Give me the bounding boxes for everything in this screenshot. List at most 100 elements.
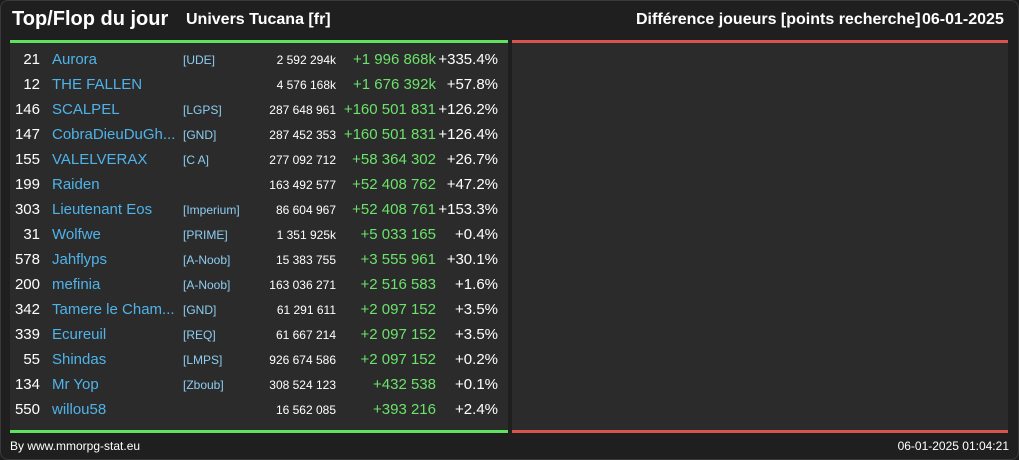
player-name-link[interactable]: Wolfwe [52,226,101,243]
alliance-tag[interactable]: [PRIME] [183,228,228,242]
points-difference: +52 408 761 [352,201,436,218]
player-rank: 12 [23,76,40,93]
alliance-tag[interactable]: [LGPS] [183,103,222,117]
alliance-tag[interactable]: [UDE] [183,53,216,67]
ranking-row: 342 Tamere le Cham... [GND] 61 291 611 +2 09… [10,298,508,323]
bottom-divider-green [10,430,508,433]
ranking-row: 550 willou58 16 562 085 +393 216 +2.4% [10,398,508,423]
points-difference: +5 033 165 [360,226,437,243]
ranking-row: 578 Jahflyps [A-Noob] 15 383 755 +3 555 961 +… [10,248,508,273]
page-title: Top/Flop du jour [12,8,169,30]
top-divider-green [10,40,508,43]
points-difference: +3 555 961 [360,251,437,268]
player-points: 287 452 353 [269,128,336,142]
points-difference: +2 097 152 [360,351,437,368]
percent-change: +0.2% [455,351,498,368]
player-rank: 550 [14,401,40,418]
alliance-tag[interactable]: [Imperium] [183,203,240,217]
ranking-row: 31 Wolfwe [PRIME] 1 351 925k +5 033 165 +0.4% [10,223,508,248]
points-difference: +1 676 392k [353,76,436,93]
player-rank: 147 [14,126,40,143]
player-points: 15 383 755 [275,253,336,267]
points-difference: +160 501 831 [343,101,436,118]
percent-change: +2.4% [455,401,498,418]
alliance-tag[interactable]: [C A] [183,153,210,167]
player-points: 163 492 577 [269,178,336,192]
universe-label: Univers Tucana [fr] [186,11,331,28]
percent-change: +3.5% [455,326,498,343]
player-name-link[interactable]: Raiden [52,176,100,193]
player-name-link[interactable]: Ecureuil [52,326,107,343]
points-difference: +2 516 583 [360,276,437,293]
points-difference: +58 364 302 [352,151,436,168]
alliance-tag[interactable]: [A-Noob] [183,253,231,267]
ranking-row: 146 SCALPEL [LGPS] 287 648 961 +160 501 831 +… [10,98,508,123]
player-rank: 31 [23,226,40,243]
percent-change: +153.3% [438,201,498,218]
percent-change: +3.5% [455,301,498,318]
alliance-tag[interactable]: [LMPS] [183,353,223,367]
player-name-link[interactable]: VALELVERAX [52,151,148,168]
alliance-tag[interactable]: [A-Noob] [183,278,231,292]
ranking-row: 199 Raiden 163 492 577 +52 408 762 +47.2% [10,173,508,198]
alliance-tag[interactable]: [GND] [183,128,217,142]
player-name-link[interactable]: Shindas [52,351,107,368]
player-rank: 303 [14,201,40,218]
player-rank: 155 [14,151,40,168]
player-name-link[interactable]: THE FALLEN [52,76,143,93]
date-label: 06-01-2025 [922,11,1004,28]
player-name-link[interactable]: SCALPEL [52,101,120,118]
player-rank: 199 [14,176,40,193]
player-points: 277 092 712 [269,153,336,167]
player-rank: 578 [14,251,40,268]
player-name-link[interactable]: mefinia [52,276,101,293]
player-name-link[interactable]: Tamere le Cham... [52,301,175,318]
player-name-link[interactable]: Mr Yop [52,376,99,393]
player-rank: 342 [14,301,40,318]
ranking-row: 21 Aurora [UDE] 2 592 294k +1 996 868k +335.4… [10,48,508,73]
points-difference: +52 408 762 [352,176,436,193]
player-points: 1 351 925k [276,228,336,242]
alliance-tag[interactable]: [REQ] [183,328,216,342]
points-difference: +160 501 831 [343,126,436,143]
generated-timestamp: 06-01-2025 01:04:21 [897,439,1009,453]
metric-label: Différence joueurs [points recherche] [636,11,921,28]
ranking-row: 339 Ecureuil [REQ] 61 667 214 +2 097 152 +3.5… [10,323,508,348]
ranking-row: 134 Mr Yop [Zboub] 308 524 123 +432 538 +0.1% [10,373,508,398]
alliance-tag[interactable]: [Zboub] [183,378,224,392]
player-name-link[interactable]: Lieutenant Eos [52,201,153,218]
ranking-row: 155 VALELVERAX [C A] 277 092 712 +58 364 302… [10,148,508,173]
alliance-tag[interactable]: [GND] [183,303,217,317]
ranking-row: 55 Shindas [LMPS] 926 674 586 +2 097 152 +0.2… [10,348,508,373]
player-name-link[interactable]: Jahflyps [52,251,108,268]
percent-change: +26.7% [446,151,498,168]
player-points: 86 604 967 [275,203,336,217]
ranking-row: 147 CobraDieuDuGh... [GND] 287 452 353 +160 … [10,123,508,148]
percent-change: +57.8% [446,76,498,93]
player-points: 61 291 611 [276,303,336,317]
top-divider-red [512,40,1008,43]
ranking-row: 200 mefinia [A-Noob] 163 036 271 +2 516 583 +… [10,273,508,298]
player-rank: 200 [14,276,40,293]
player-rank: 134 [14,376,40,393]
player-name-link[interactable]: willou58 [52,401,107,418]
top-losers-panel [512,43,1008,430]
player-rank: 146 [14,101,40,118]
points-difference: +2 097 152 [360,301,437,318]
percent-change: +1.6% [455,276,498,293]
player-name-link[interactable]: Aurora [52,51,98,68]
percent-change: +47.2% [446,176,498,193]
percent-change: +0.4% [455,226,498,243]
percent-change: +0.1% [455,376,498,393]
player-points: 926 674 586 [269,353,336,367]
player-points: 16 562 085 [275,403,336,417]
ranking-row: 12 THE FALLEN 4 576 168k +1 676 392k +57.8% [10,73,508,98]
player-rank: 21 [23,51,40,68]
points-difference: +1 996 868k [353,51,436,68]
player-points: 163 036 271 [269,278,336,292]
percent-change: +126.2% [438,101,498,118]
source-credit: By www.mmorpg-stat.eu [10,439,141,453]
player-name-link[interactable]: CobraDieuDuGh... [52,126,176,143]
player-points: 2 592 294k [276,53,336,67]
percent-change: +335.4% [438,51,498,68]
